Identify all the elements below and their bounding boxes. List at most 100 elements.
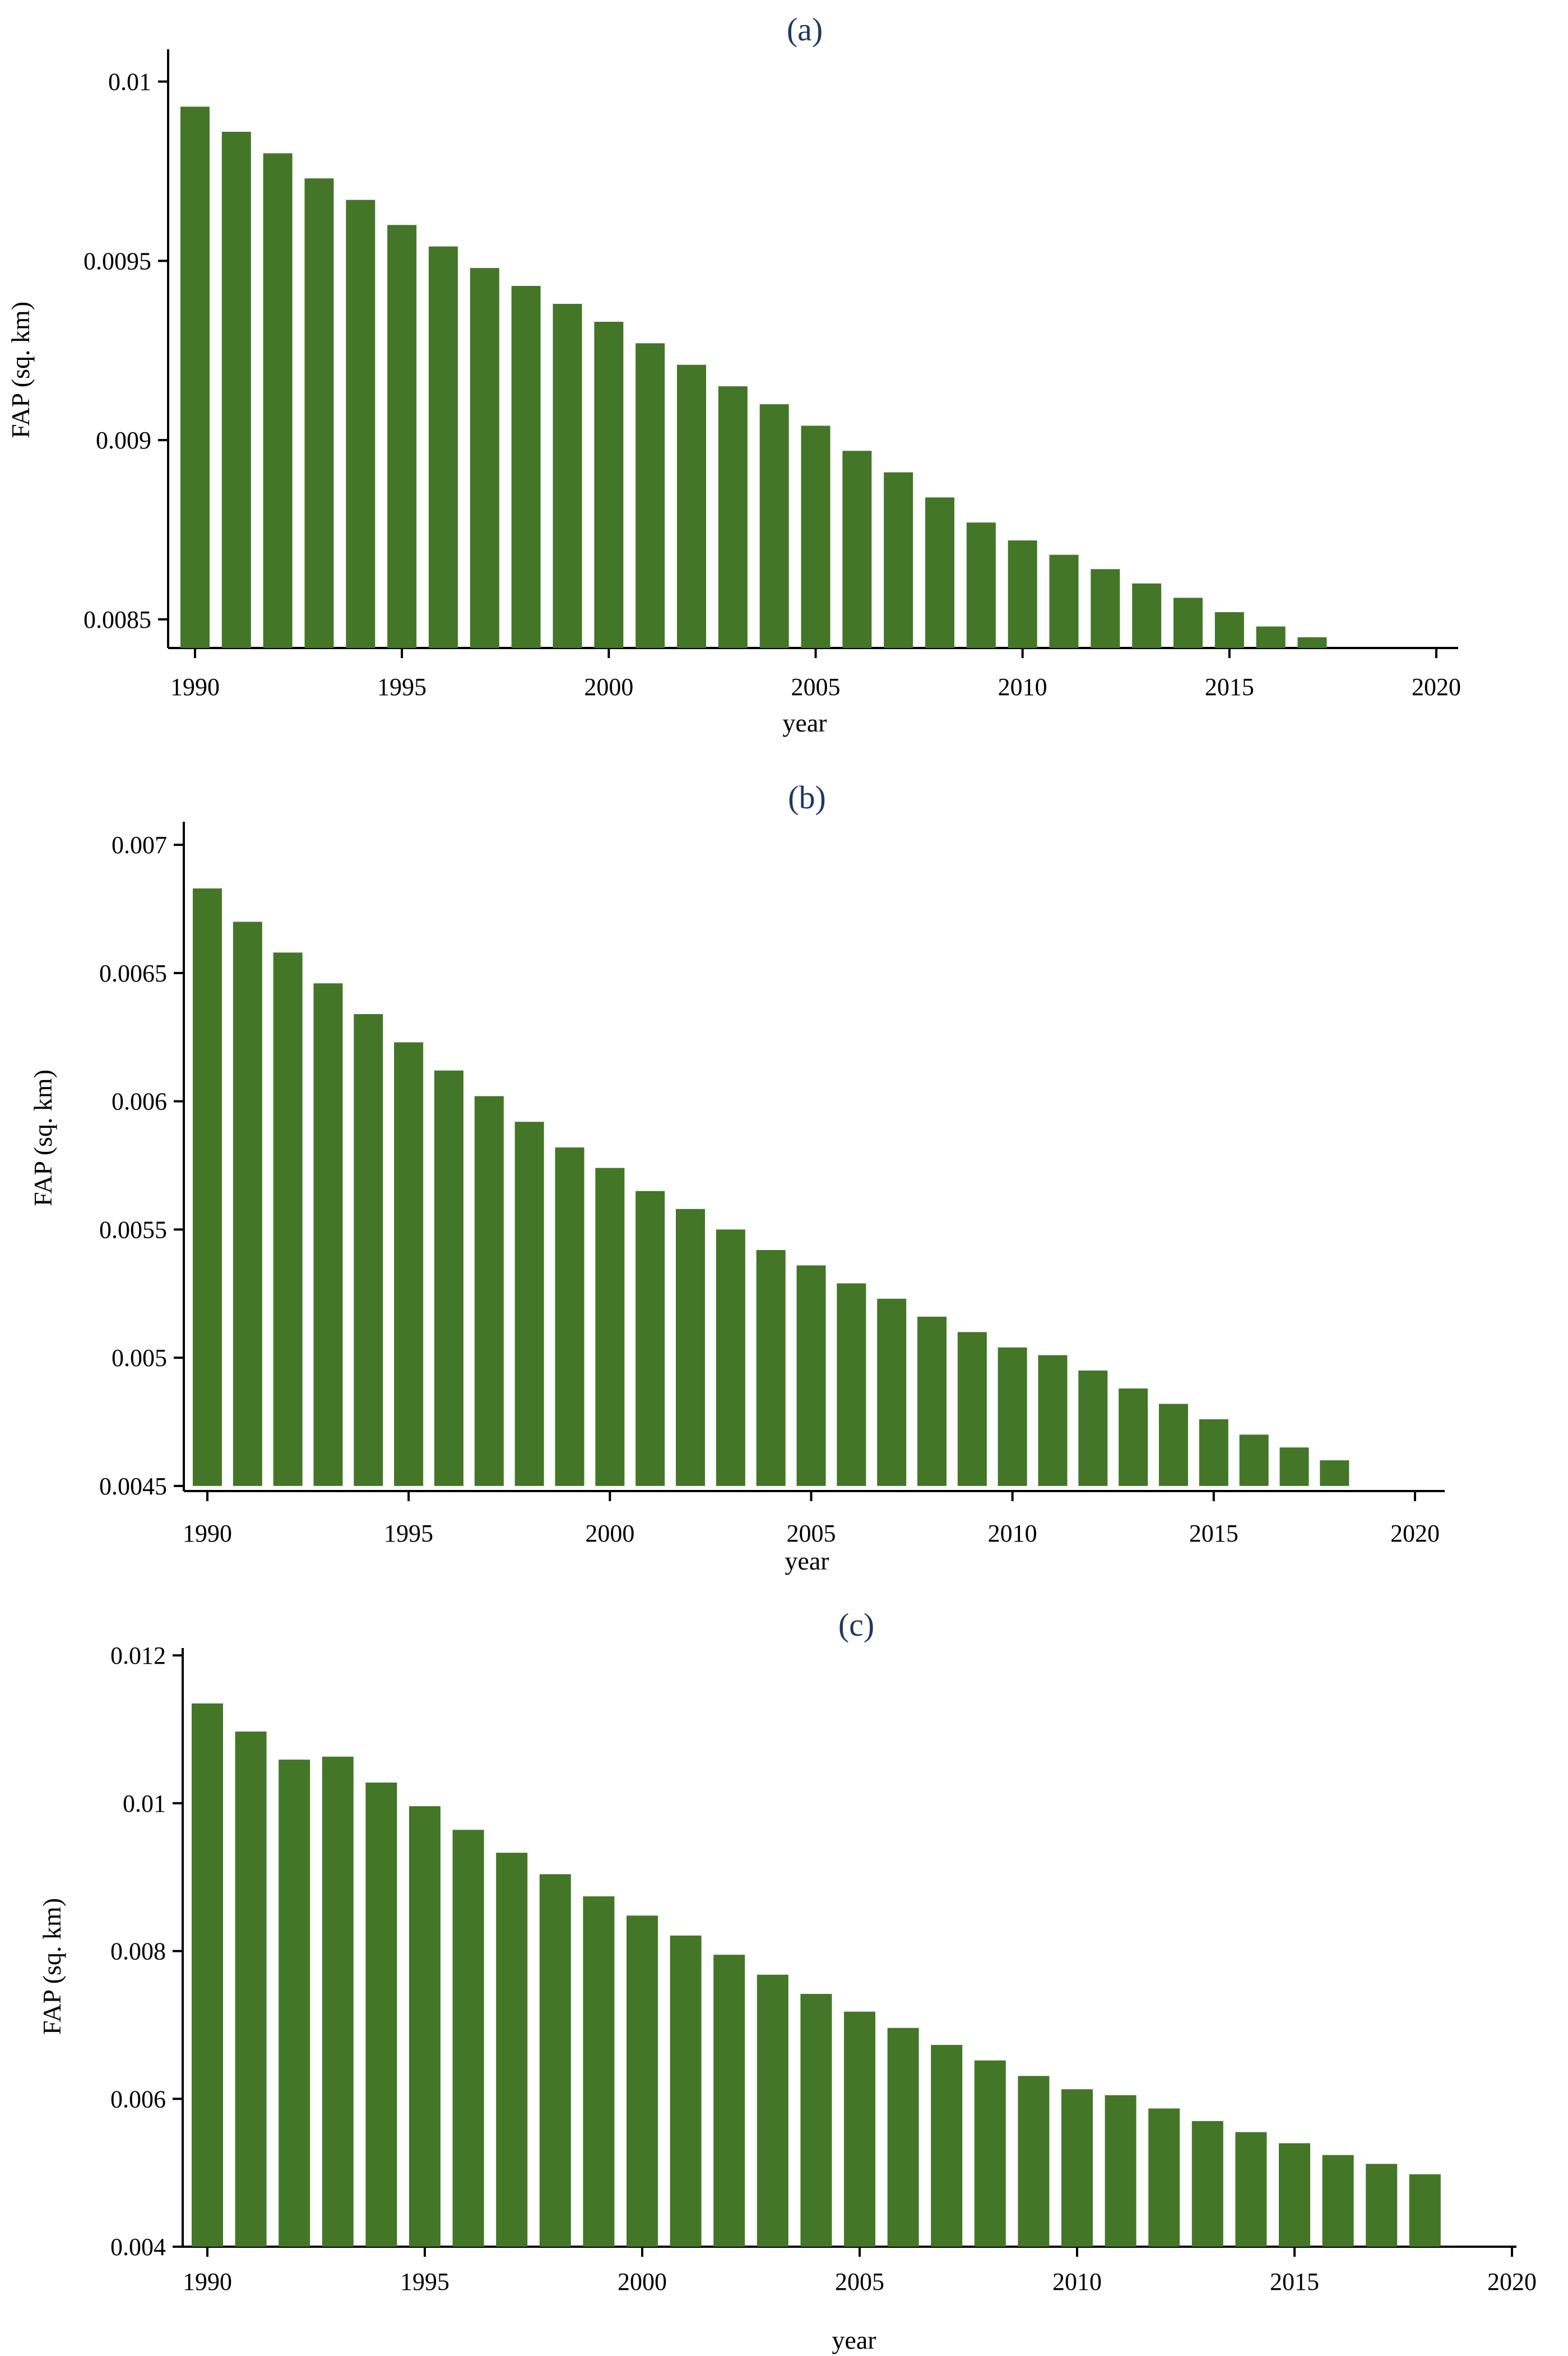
x-tick-label: 2000 (618, 2268, 667, 2295)
bar-2004 (759, 404, 789, 648)
bar-1993 (304, 178, 334, 648)
bar-1993 (313, 983, 343, 1486)
x-tick-label: 2000 (585, 1520, 634, 1547)
bar-2013 (1119, 1388, 1148, 1486)
bar-2011 (1049, 554, 1079, 648)
bar-2013 (1191, 2121, 1223, 2247)
y-tick-label: 0.0085 (83, 606, 151, 633)
bar-1994 (354, 1014, 383, 1486)
y-tick-label: 0.0055 (99, 1216, 167, 1243)
y-tick-label: 0.005 (112, 1344, 167, 1372)
x-tick-label: 2005 (835, 2268, 884, 2295)
panel-c: (c) 1990 1995 2000 2005 2010 2015 2020 0.004 0.00… (38, 1607, 1537, 2354)
bar-1991 (233, 922, 262, 1486)
x-tick-label: 1995 (377, 673, 426, 701)
bar-2006 (837, 1283, 866, 1486)
bar-2014 (1235, 2132, 1267, 2247)
bar-1998 (514, 1122, 544, 1486)
bar-1995 (409, 1806, 440, 2247)
bar-1991 (221, 132, 251, 648)
y-tick-label: 0.006 (112, 1088, 167, 1115)
bar-2006 (842, 451, 872, 648)
x-tick-label: 2010 (998, 673, 1047, 701)
bar-2012 (1078, 1370, 1108, 1486)
bar-2015 (1279, 2143, 1310, 2247)
bar-2004 (756, 1249, 786, 1486)
bar-1999 (583, 1896, 615, 2247)
bar-2003 (757, 1974, 788, 2247)
panel-title: (a) (787, 11, 823, 48)
bar-1996 (429, 246, 458, 648)
bar-2002 (676, 1209, 705, 1486)
bar-1990 (193, 888, 222, 1486)
bar-2010 (1008, 540, 1037, 648)
x-axis-label: year (782, 709, 827, 737)
bar-1999 (553, 304, 582, 648)
bar-1993 (322, 1756, 354, 2247)
bar-1990 (192, 1703, 223, 2247)
x-axis-label: year (832, 2326, 876, 2354)
bar-2009 (957, 1332, 987, 1486)
bar-2009 (1018, 2076, 1050, 2247)
bar-2000 (595, 1168, 625, 1486)
x-tick-label: 2015 (1189, 1520, 1238, 1547)
bar-2010 (998, 1347, 1027, 1486)
bar-2008 (925, 497, 954, 648)
y-tick-label: 0.007 (112, 831, 167, 859)
x-tick-label: 2015 (1270, 2268, 1319, 2295)
x-tick-label: 2005 (791, 673, 841, 701)
bar-1995 (387, 225, 417, 649)
bar-2016 (1256, 626, 1286, 648)
x-tick-label: 1990 (183, 2268, 232, 2295)
bar-2014 (1159, 1404, 1188, 1486)
y-tick-label: 0.004 (110, 2233, 166, 2261)
bar-1994 (365, 1782, 397, 2247)
bar-1997 (496, 1853, 528, 2247)
x-tick-label: 2020 (1390, 1520, 1440, 1547)
x-tick-label: 1995 (400, 2268, 449, 2295)
bar-1992 (273, 952, 303, 1486)
x-tick-label: 2020 (1412, 673, 1461, 701)
bar-1997 (470, 268, 499, 648)
bar-2009 (966, 522, 996, 648)
bar-2005 (844, 2011, 875, 2247)
y-tick-label: 0.0095 (83, 247, 151, 275)
bar-2001 (670, 1935, 702, 2247)
y-axis-label: FAP (sq. km) (38, 1898, 66, 2035)
bar-2011 (1105, 2095, 1136, 2247)
bar-2012 (1091, 569, 1120, 648)
bar-1996 (434, 1070, 463, 1486)
panel-a: (a) 1990 1995 2000 2005 2010 2015 2020 0.0085 0.0… (6, 11, 1461, 737)
bar-2007 (877, 1298, 907, 1486)
y-tick-label: 0.012 (110, 1642, 166, 1669)
bar-2004 (800, 1994, 832, 2247)
bar-1997 (474, 1096, 504, 1486)
bar-2001 (635, 343, 665, 648)
bar-2008 (974, 2060, 1006, 2247)
x-tick-label: 1990 (170, 673, 220, 701)
bar-1996 (452, 1830, 484, 2247)
bar-2006 (887, 2028, 919, 2247)
y-tick-label: 0.01 (123, 1790, 166, 1817)
y-tick-label: 0.008 (110, 1938, 166, 1965)
bar-2000 (627, 1915, 658, 2247)
x-axis-label: year (785, 1547, 829, 1575)
bar-1998 (539, 1874, 571, 2247)
x-tick-label: 2015 (1205, 673, 1254, 701)
y-tick-label: 0.0065 (99, 960, 167, 987)
bar-2002 (677, 364, 706, 648)
y-tick-label: 0.0045 (99, 1473, 167, 1500)
bar-1999 (555, 1147, 584, 1486)
y-tick-label: 0.01 (108, 68, 151, 96)
y-axis-label: FAP (sq. km) (6, 302, 35, 438)
bar-1992 (279, 1760, 310, 2247)
bar-2013 (1132, 583, 1162, 648)
y-tick-label: 0.006 (110, 2085, 166, 2113)
bar-2003 (718, 386, 748, 648)
bar-2010 (1061, 2089, 1093, 2247)
bar-2000 (594, 322, 624, 648)
bar-1990 (180, 107, 210, 648)
x-tick-label: 2010 (988, 1520, 1037, 1547)
bar-2017 (1297, 637, 1327, 648)
bar-1995 (394, 1042, 424, 1486)
